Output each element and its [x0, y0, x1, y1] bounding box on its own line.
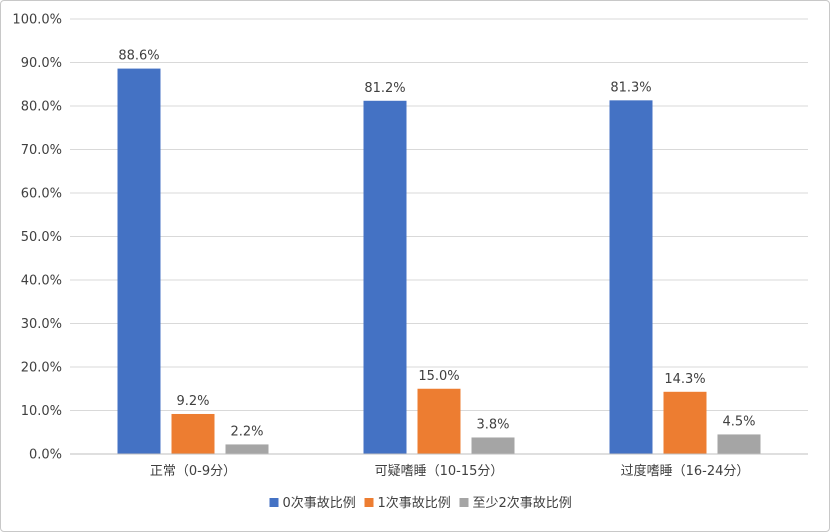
bars: 88.6% 9.2% 2.2% 81.2% 15.0% 3.8% 81.3% 14.3% 4.5… — [117, 49, 761, 454]
y-tick-label: 70.0% — [21, 143, 62, 158]
y-tick-label: 60.0% — [21, 187, 62, 202]
data-label: 3.8% — [476, 417, 509, 432]
data-label: 81.2% — [364, 81, 405, 96]
y-tick-label: 30.0% — [21, 317, 62, 332]
x-category-label: 正常（0-9分） — [150, 464, 236, 479]
data-label: 88.6% — [118, 49, 159, 64]
y-tick-label: 20.0% — [21, 361, 62, 376]
data-label: 14.3% — [664, 372, 705, 387]
y-tick-label: 100.0% — [12, 13, 62, 28]
y-tick-label: 40.0% — [21, 274, 62, 289]
y-tick-label: 90.0% — [21, 56, 62, 71]
y-tick-label: 80.0% — [21, 100, 62, 115]
x-category-label: 可疑嗜睡（10-15分） — [375, 463, 504, 479]
data-label: 81.3% — [610, 80, 651, 95]
legend-swatch — [459, 498, 469, 507]
bar — [609, 100, 653, 454]
x-category-label: 过度嗜睡（16-24分） — [621, 463, 750, 479]
legend-label: 0次事故比例 — [283, 495, 356, 511]
y-tick-label: 0.0% — [29, 448, 62, 463]
bar — [225, 444, 269, 454]
legend-swatch — [364, 498, 374, 507]
bar — [717, 434, 761, 454]
y-tick-label: 50.0% — [21, 230, 62, 245]
bar — [117, 68, 161, 454]
bar — [417, 388, 461, 454]
legend-swatch — [269, 498, 279, 507]
bar — [663, 391, 707, 454]
bar — [471, 437, 515, 454]
bar — [171, 413, 215, 454]
legend-label: 至少2次事故比例 — [473, 495, 572, 511]
y-tick-label: 10.0% — [21, 404, 62, 419]
data-label: 4.5% — [722, 414, 755, 429]
data-label: 2.2% — [230, 424, 263, 439]
data-label: 9.2% — [176, 394, 209, 409]
data-label: 15.0% — [418, 369, 459, 384]
legend-label: 1次事故比例 — [378, 495, 451, 511]
legend: 0次事故比例 1次事故比例 至少2次事故比例 — [269, 495, 572, 511]
x-axis: 正常（0-9分） 可疑嗜睡（10-15分） 过度嗜睡（16-24分） — [70, 453, 808, 479]
y-axis-ticks: 0.0% 10.0% 20.0% 30.0% 40.0% 50.0% 60.0% 70.0% 8… — [12, 13, 62, 463]
bar — [363, 100, 407, 454]
gridlines — [70, 18, 808, 411]
